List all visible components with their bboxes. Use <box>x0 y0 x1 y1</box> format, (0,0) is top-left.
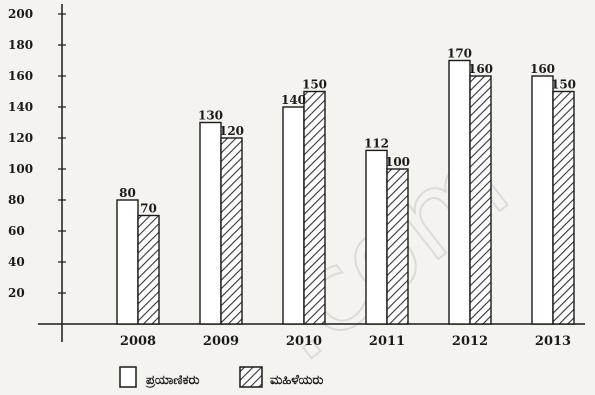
x-tick-label: 2008 <box>120 334 156 349</box>
y-tick-label: 80 <box>8 193 25 207</box>
x-tick-label: 2011 <box>369 334 405 349</box>
data-label: 100 <box>385 155 410 169</box>
y-tick-label: 140 <box>8 100 33 114</box>
x-tick-label: 2013 <box>535 334 571 349</box>
bars <box>116 59 575 325</box>
y-tick-label: 100 <box>8 162 33 176</box>
bar-2012-series-2 <box>469 75 492 325</box>
legend-label-series-2: ಮಹಿಳೆಯರು <box>270 373 323 388</box>
data-label: 160 <box>468 62 493 76</box>
bar-2013-series-1 <box>531 75 554 325</box>
data-label: 170 <box>447 47 472 61</box>
data-label: 150 <box>551 78 576 92</box>
data-label: 70 <box>140 202 157 216</box>
y-tick-label: 120 <box>8 131 33 145</box>
y-axis: 200 180 160 140 120 100 80 60 40 20 <box>8 4 66 342</box>
bar-2011-series-2 <box>386 168 409 325</box>
bar-2009-series-1 <box>199 121 222 325</box>
y-tick-label: 160 <box>8 69 33 83</box>
legend-label-series-1: ಪ್ರಯಾಣಿಕರು <box>145 373 199 389</box>
data-label: 140 <box>281 93 306 107</box>
bar-2008-series-1 <box>116 199 139 325</box>
y-tick-label: 20 <box>8 286 25 300</box>
bar-2013-series-2 <box>552 90 575 325</box>
x-tick-label: 2009 <box>203 334 239 349</box>
y-tick-label: 200 <box>8 7 33 21</box>
data-label: 120 <box>219 124 244 138</box>
y-tick-label: 180 <box>8 38 33 52</box>
bar-2008-series-2 <box>137 214 160 325</box>
data-label: 160 <box>530 62 555 76</box>
x-tick-label: 2012 <box>452 334 488 349</box>
bar-2009-series-2 <box>220 137 243 325</box>
data-label: 130 <box>198 109 223 123</box>
data-label: 150 <box>302 78 327 92</box>
bar-2011-series-1 <box>365 149 388 325</box>
category-labels: 2008 2009 2010 2011 2012 2013 <box>120 334 571 349</box>
legend-swatch-series-1 <box>119 366 137 388</box>
y-tick-label: 40 <box>8 255 25 269</box>
data-label: 112 <box>364 136 389 150</box>
legend-swatch-series-2 <box>239 366 263 388</box>
bar-2012-series-1 <box>448 59 471 325</box>
data-label: 80 <box>119 186 136 200</box>
bar-2010-series-2 <box>303 90 326 325</box>
x-tick-label: 2010 <box>286 334 322 349</box>
bar-2010-series-1 <box>282 106 305 325</box>
y-tick-label: 60 <box>8 224 25 238</box>
legend: ಪ್ರಯಾಣಿಕರು ಮಹಿಳೆಯರು <box>119 366 323 389</box>
